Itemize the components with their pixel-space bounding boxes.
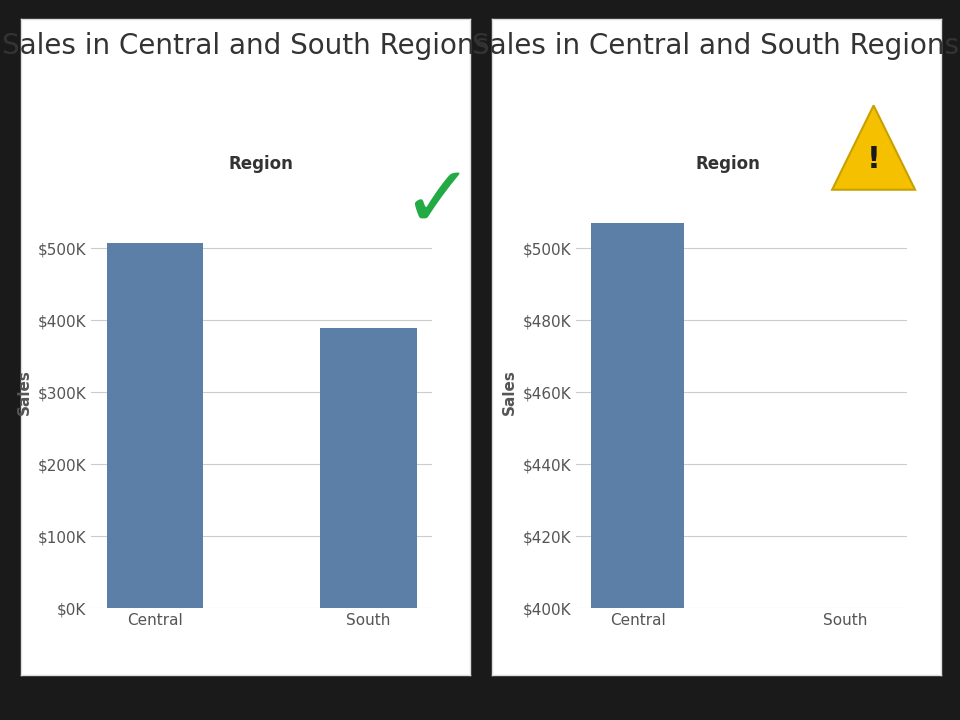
- Bar: [591, 223, 684, 720]
- Text: Region: Region: [228, 155, 294, 173]
- Y-axis label: Sales: Sales: [502, 369, 516, 415]
- Bar: [799, 644, 892, 720]
- Polygon shape: [832, 105, 915, 189]
- Text: Sales in Central and South Regions: Sales in Central and South Regions: [2, 32, 490, 60]
- Text: ✓: ✓: [400, 162, 473, 245]
- Bar: [107, 243, 203, 608]
- Text: !: !: [867, 145, 880, 174]
- Bar: [321, 328, 417, 608]
- Text: Sales in Central and South Regions: Sales in Central and South Regions: [471, 32, 959, 60]
- Text: Region: Region: [695, 155, 760, 173]
- Y-axis label: Sales: Sales: [17, 369, 32, 415]
